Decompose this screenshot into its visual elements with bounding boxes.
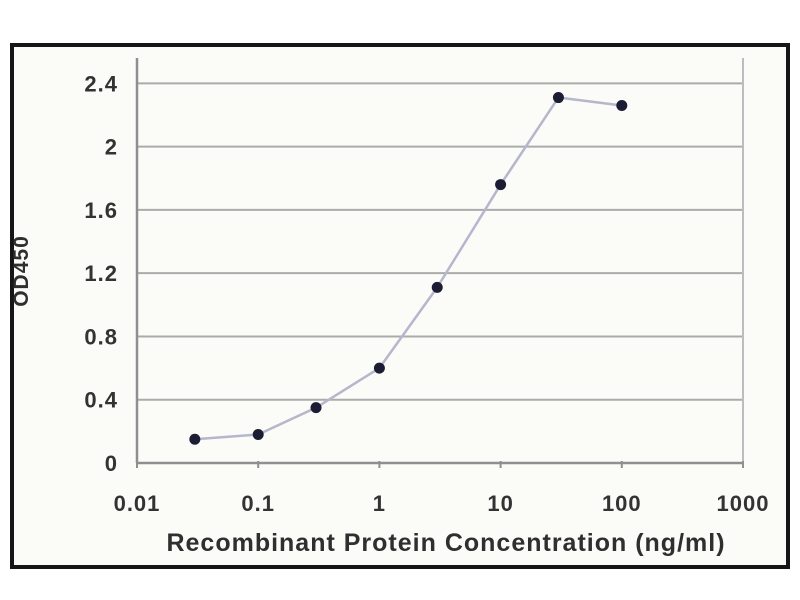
y-tick-label: 2.4 [84,71,118,96]
x-tick-label: 10 [487,491,513,516]
y-tick-label: 1.2 [84,261,118,286]
x-axis-title: Recombinant Protein Concentration (ng/ml… [166,529,726,557]
chart-frame [10,43,790,569]
y-axis-title: OD450 [10,235,33,307]
x-tick-label: 0.01 [114,491,161,516]
y-tick-label: 2 [105,135,118,160]
x-tick-label: 100 [602,491,642,516]
data-point [252,429,264,441]
data-point [552,92,564,104]
data-point [310,402,322,414]
data-point [616,99,628,111]
x-tick-label: 1 [373,491,386,516]
data-point [373,362,385,374]
x-tick-label: 0.1 [241,491,275,516]
x-tick-label: 1000 [717,491,770,516]
curve-line [194,96,622,441]
y-tick-label: 1.6 [84,198,118,223]
data-point [495,179,507,191]
y-tick-label: 0.4 [84,388,118,413]
y-tick-label: 0 [105,451,118,476]
data-point [431,281,443,293]
y-tick-label: 0.8 [84,324,118,349]
data-point [189,433,201,445]
